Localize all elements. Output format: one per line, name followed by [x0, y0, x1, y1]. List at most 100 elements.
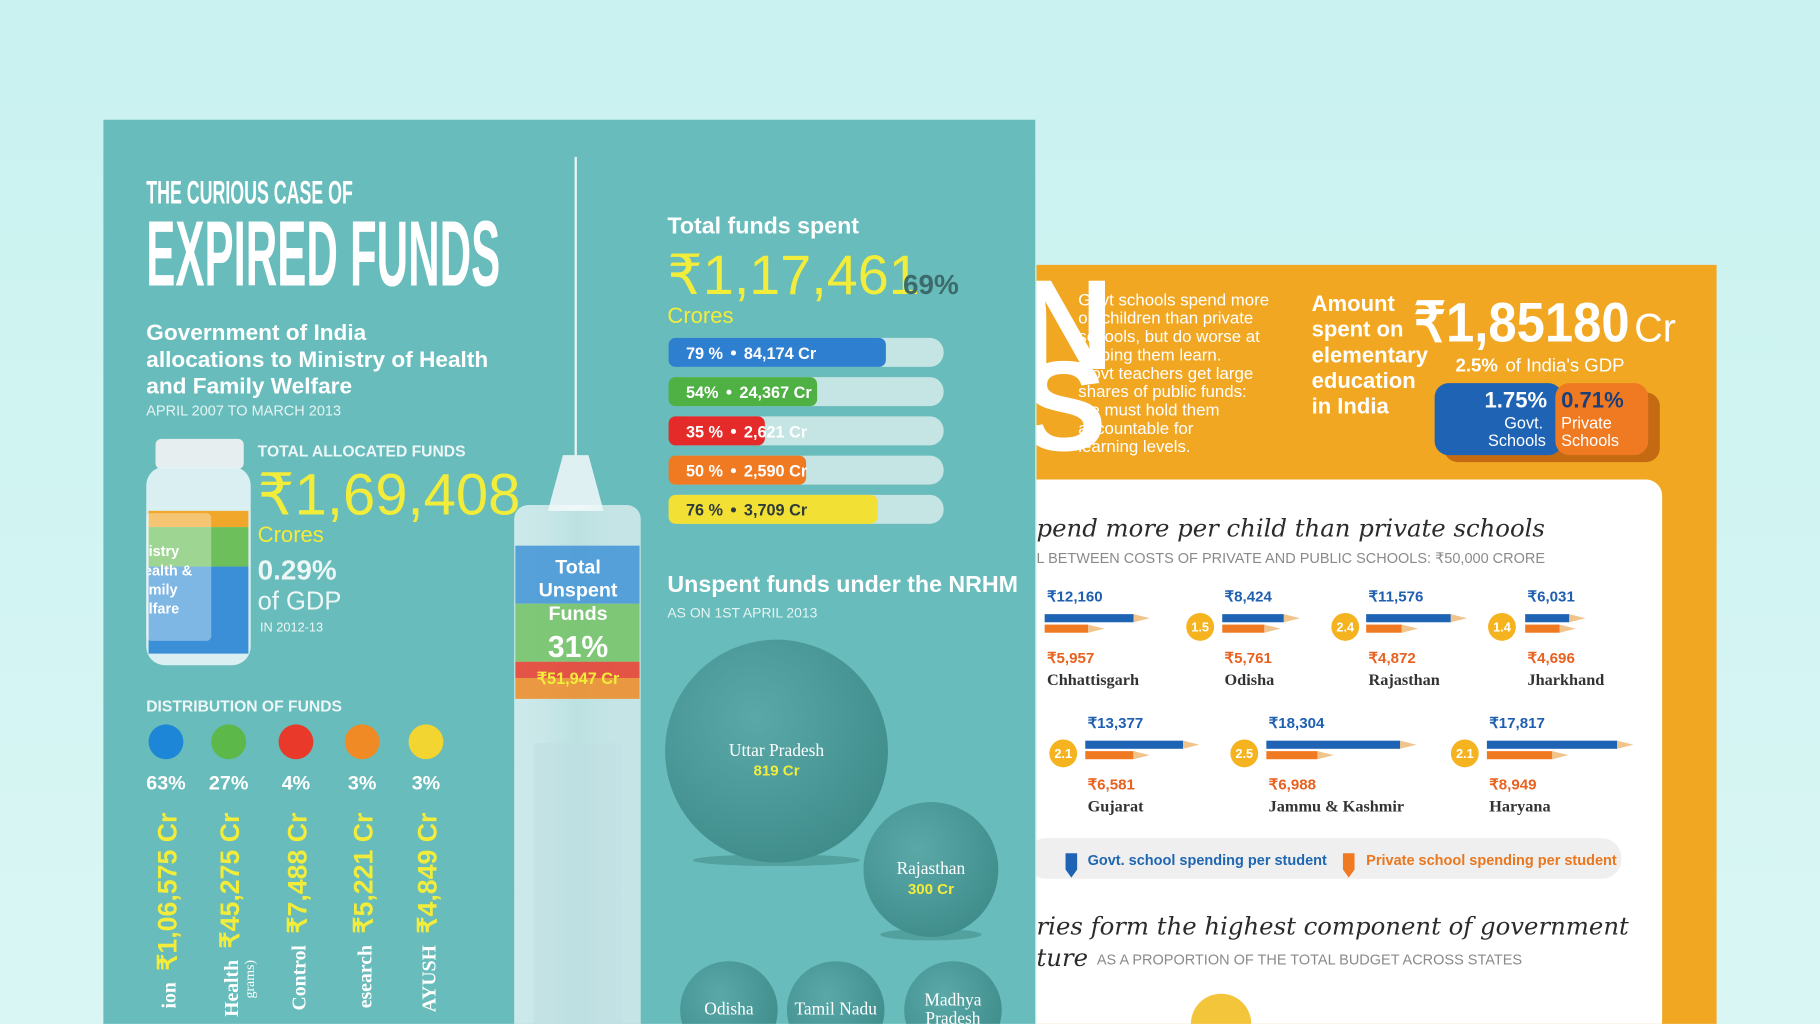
ratio: 2.1	[1054, 746, 1072, 761]
pencil-tip	[1552, 751, 1569, 760]
intro-line: accountable for	[1078, 419, 1193, 438]
syringe-tip	[547, 455, 604, 511]
intro-line: we must hold them	[1077, 400, 1219, 419]
capsule	[1434, 383, 1660, 463]
ratio: 2.5	[1235, 746, 1253, 761]
bubble	[665, 639, 888, 863]
ratio-badge	[1230, 739, 1259, 768]
private-value: ₹6,581	[1088, 776, 1135, 793]
bottle	[146, 438, 251, 666]
big-letter: N	[1021, 254, 1113, 397]
bubble-value: 819 Cr	[753, 762, 799, 779]
distribution-dot	[344, 724, 380, 760]
pencil-tip	[1264, 624, 1281, 633]
amount-label: elementary	[1312, 342, 1429, 367]
card-heading: ture	[1037, 943, 1089, 972]
bubble-name: Odisha	[704, 999, 754, 1019]
bar-bullet	[726, 389, 732, 395]
private-pencil	[1525, 624, 1560, 633]
govt-label: Govt.	[1504, 414, 1543, 432]
bar-amount: 24,367 Cr	[739, 384, 812, 402]
bar-amount: 2,590 Cr	[744, 462, 808, 480]
distribution-dot	[408, 724, 444, 760]
ratio-badge	[1450, 739, 1479, 768]
distribution-title: DISTRIBUTION OF FUNDS	[146, 699, 342, 716]
big-letter: S	[1021, 335, 1106, 478]
bar-fill	[668, 416, 765, 446]
bar-bullet	[730, 507, 737, 513]
amount-value: ₹1,85180	[1414, 291, 1630, 353]
distribution-note: grams)	[243, 960, 258, 999]
syringe-label: Unspent	[539, 580, 618, 602]
pencil-tip	[1317, 751, 1334, 760]
syringe-blue	[515, 545, 640, 604]
distribution-name: AYUSH	[418, 944, 440, 1012]
distribution-name: Control	[288, 945, 310, 1011]
card-content: pend more per child than private schools…	[1037, 513, 1634, 972]
spent-value: ₹1,17,461	[667, 244, 919, 306]
allocated-unit: Crores	[258, 522, 324, 547]
distribution-amount: ₹45,275 Cr	[215, 813, 245, 949]
bar-pct: 79 %	[686, 345, 724, 363]
pencil-tip	[1401, 624, 1419, 633]
gdp-label: of India's GDP	[1505, 355, 1624, 376]
pencil-tip	[1183, 740, 1200, 749]
bar-pct: 35 %	[686, 423, 724, 441]
private-value: ₹8,949	[1489, 776, 1536, 793]
govt-value: ₹6,031	[1528, 588, 1575, 605]
ratio: 2.1	[1456, 746, 1474, 761]
period: APRIL 2007 TO MARCH 2013	[146, 404, 341, 420]
bar-fill	[668, 377, 818, 407]
card-heading: ries form the highest component of gover…	[1037, 912, 1629, 941]
subtitle: and Family Welfare	[146, 374, 352, 399]
subtitle: Government of India	[146, 320, 366, 345]
private-pencil	[1366, 624, 1402, 633]
gdp-year: IN 2012-13	[260, 620, 323, 635]
ratio-badge	[1186, 612, 1215, 641]
pencil-tip	[1088, 624, 1105, 633]
plunger	[533, 742, 621, 1024]
private-label: Private	[1561, 414, 1612, 432]
syringe-red	[515, 661, 640, 678]
syringe-green	[515, 603, 640, 662]
govt-pencil	[1085, 740, 1184, 749]
govt-value: ₹8,424	[1225, 588, 1273, 605]
distribution-amount: ₹5,221 Cr	[349, 813, 379, 934]
bubble-value: 300 Cr	[908, 881, 954, 898]
syringe-label: Total	[555, 557, 601, 579]
distribution-share: 63%	[146, 772, 186, 794]
distribution-dot	[148, 724, 184, 760]
distribution-name: esearch	[354, 945, 376, 1008]
bar-bullet	[730, 468, 737, 474]
bottle-label-bg	[146, 513, 212, 641]
state-name: Haryana	[1489, 797, 1550, 815]
intro-line: Govt teachers get large	[1078, 364, 1253, 383]
bubble	[680, 961, 778, 1024]
private-value: ₹5,957	[1047, 650, 1094, 667]
govt-pencil	[1222, 614, 1284, 623]
state-name: Jharkhand	[1528, 671, 1605, 689]
syringe-amount: ₹51,947 Cr	[537, 670, 620, 688]
pencil-tip	[1400, 740, 1417, 749]
govt-pencil	[1366, 614, 1451, 623]
distribution-amount: ₹1,06,575 Cr	[152, 813, 182, 971]
band-green	[148, 527, 249, 567]
state-name: Jammu & Kashmir	[1269, 797, 1404, 815]
distribution-name: ion	[158, 982, 180, 1008]
bottle-cap	[155, 438, 244, 470]
distribution-share: 3%	[412, 772, 441, 794]
govt-value: ₹17,817	[1489, 715, 1545, 732]
card-subheading: AS A PROPORTION OF THE TOTAL BUDGET ACRO…	[1097, 953, 1522, 969]
syringe	[514, 455, 641, 1024]
distribution-dot	[278, 724, 314, 760]
bubble-name: Pradesh	[925, 1008, 980, 1024]
amount-unit: Cr	[1634, 306, 1676, 350]
capsule-private	[1555, 383, 1649, 456]
pencil-tip	[1283, 614, 1301, 623]
state-name: Rajasthan	[1368, 671, 1439, 689]
pencil-tip	[1559, 624, 1576, 633]
bar-fill	[668, 455, 807, 485]
